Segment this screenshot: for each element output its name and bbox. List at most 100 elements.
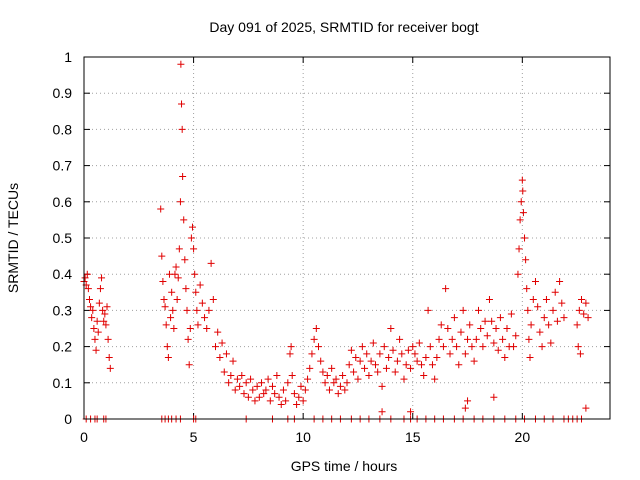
data-point xyxy=(247,375,255,383)
data-point xyxy=(374,368,382,376)
data-point xyxy=(187,234,195,242)
data-point xyxy=(295,393,303,401)
data-point xyxy=(93,317,101,325)
data-point xyxy=(457,328,465,336)
data-point xyxy=(529,296,537,304)
data-point xyxy=(534,303,542,311)
data-point xyxy=(253,382,261,390)
x-axis-label: GPS time / hours xyxy=(291,458,398,474)
data-point xyxy=(531,277,539,285)
data-point xyxy=(194,321,202,329)
data-point xyxy=(184,335,192,343)
y-axis-label: SRMTID / TECUs xyxy=(5,183,21,293)
plot-frame xyxy=(83,56,611,420)
data-point xyxy=(169,306,177,314)
data-point xyxy=(483,332,491,340)
data-point xyxy=(233,375,241,383)
data-point xyxy=(510,343,518,351)
data-point xyxy=(227,372,235,380)
data-point xyxy=(236,382,244,390)
data-point xyxy=(437,321,445,329)
data-point xyxy=(584,314,592,322)
data-point xyxy=(87,303,95,311)
data-point xyxy=(343,379,351,387)
data-point xyxy=(499,335,507,343)
data-point xyxy=(209,296,217,304)
y-tick-label: 0 xyxy=(64,411,72,427)
y-tick-label: 0.2 xyxy=(53,339,73,355)
data-point xyxy=(167,314,175,322)
data-point xyxy=(488,317,496,325)
data-point xyxy=(538,343,546,351)
data-point xyxy=(85,296,93,304)
data-point xyxy=(578,296,586,304)
data-point xyxy=(485,296,493,304)
data-point xyxy=(439,343,447,351)
data-point xyxy=(193,306,201,314)
data-point xyxy=(407,364,415,372)
data-point xyxy=(174,274,182,282)
data-point xyxy=(479,343,487,351)
data-point xyxy=(177,60,185,68)
data-series xyxy=(80,60,592,423)
data-point xyxy=(178,125,186,133)
data-point xyxy=(231,386,239,394)
data-point xyxy=(448,335,456,343)
data-point xyxy=(446,350,454,358)
data-point xyxy=(516,216,524,224)
data-point xyxy=(553,317,561,325)
data-point xyxy=(175,245,183,253)
data-point xyxy=(393,357,401,365)
data-point xyxy=(205,306,213,314)
data-point xyxy=(255,393,263,401)
data-point xyxy=(330,379,338,387)
data-point xyxy=(407,408,415,416)
data-point xyxy=(284,379,292,387)
data-point xyxy=(96,285,104,293)
data-point xyxy=(288,372,296,380)
data-point xyxy=(365,372,373,380)
chart-title: Day 091 of 2025, SRMTID for receiver bog… xyxy=(209,19,478,35)
data-point xyxy=(356,357,364,365)
data-point xyxy=(99,306,107,314)
data-point xyxy=(336,382,344,390)
data-point xyxy=(198,299,206,307)
data-point xyxy=(182,285,190,293)
data-point xyxy=(413,357,421,365)
data-point xyxy=(468,343,476,351)
data-point xyxy=(350,368,358,376)
data-point xyxy=(385,353,393,361)
data-point xyxy=(524,306,532,314)
data-point xyxy=(262,386,270,394)
data-point xyxy=(415,339,423,347)
data-point xyxy=(523,285,531,293)
data-point xyxy=(290,390,298,398)
data-point xyxy=(371,361,379,369)
data-point xyxy=(442,285,450,293)
data-point xyxy=(547,339,555,347)
data-point xyxy=(481,317,489,325)
data-point xyxy=(431,375,439,383)
data-point xyxy=(507,310,515,318)
data-point xyxy=(345,361,353,369)
data-point xyxy=(94,328,102,336)
y-axis-ticks: 0 0.1 0.2 0.3 0.4 0.5 0.6 0.7 0.8 0.9 1 xyxy=(53,49,610,427)
data-point xyxy=(549,306,557,314)
data-point xyxy=(517,198,525,206)
data-point xyxy=(389,346,397,354)
data-point xyxy=(101,310,109,318)
data-point xyxy=(545,321,553,329)
data-point xyxy=(525,335,533,343)
data-point xyxy=(466,321,474,329)
data-point xyxy=(470,357,478,365)
data-point xyxy=(192,288,200,296)
data-point xyxy=(490,393,498,401)
data-point xyxy=(519,209,527,217)
data-point xyxy=(518,176,526,184)
data-point xyxy=(387,325,395,332)
data-point xyxy=(240,390,248,398)
data-point xyxy=(575,306,583,314)
data-point xyxy=(428,361,436,369)
data-point xyxy=(299,397,307,405)
